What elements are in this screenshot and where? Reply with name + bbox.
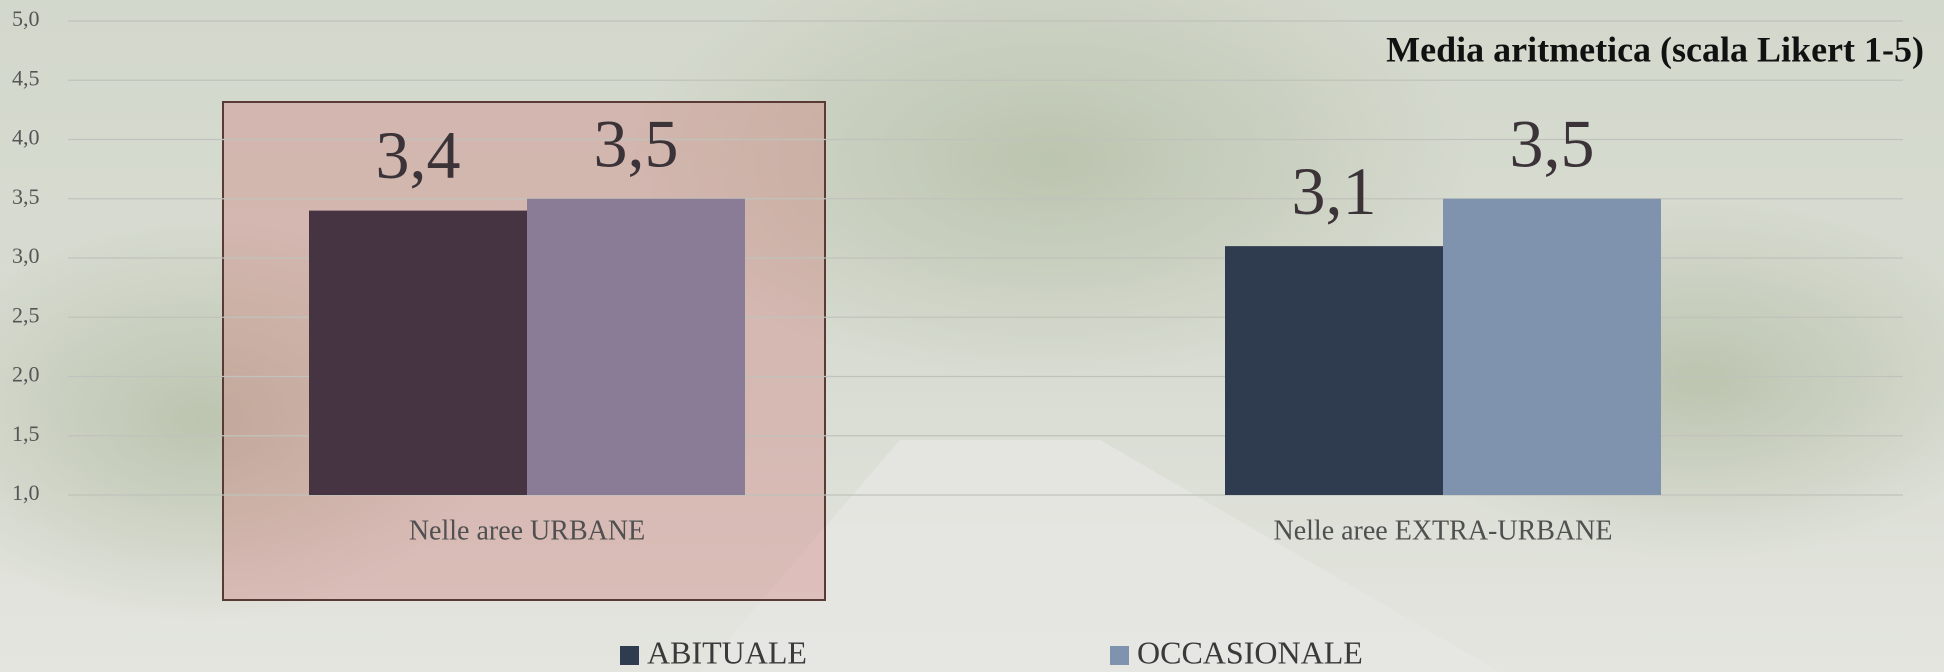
y-tick-label: 1,5 bbox=[12, 421, 40, 446]
y-tick-label: 4,0 bbox=[12, 125, 40, 150]
data-label: 3,5 bbox=[594, 105, 679, 181]
x-tick-label: Nelle aree EXTRA-URBANE bbox=[1273, 515, 1612, 546]
bar bbox=[527, 198, 745, 495]
data-label: 3,1 bbox=[1292, 153, 1377, 229]
y-tick-label: 1,0 bbox=[12, 480, 40, 505]
data-label: 3,4 bbox=[376, 117, 461, 193]
data-label: 3,5 bbox=[1510, 105, 1595, 181]
y-tick-label: 2,5 bbox=[12, 302, 40, 327]
legend-swatch bbox=[1110, 646, 1129, 665]
legend-label: OCCASIONALE bbox=[1137, 634, 1363, 670]
y-tick-label: 5,0 bbox=[12, 6, 40, 31]
y-tick-label: 4,5 bbox=[12, 65, 40, 90]
bar bbox=[1443, 198, 1661, 495]
legend-swatch bbox=[620, 646, 639, 665]
chart-title: Media aritmetica (scala Likert 1-5) bbox=[1386, 29, 1924, 69]
legend-label: ABITUALE bbox=[647, 634, 807, 670]
background-path bbox=[700, 440, 1500, 672]
y-tick-label: 2,0 bbox=[12, 362, 40, 387]
bar bbox=[309, 210, 527, 495]
y-tick-label: 3,5 bbox=[12, 184, 40, 209]
y-tick-label: 3,0 bbox=[12, 243, 40, 268]
bar bbox=[1225, 246, 1443, 495]
x-tick-label: Nelle aree URBANE bbox=[409, 515, 645, 546]
